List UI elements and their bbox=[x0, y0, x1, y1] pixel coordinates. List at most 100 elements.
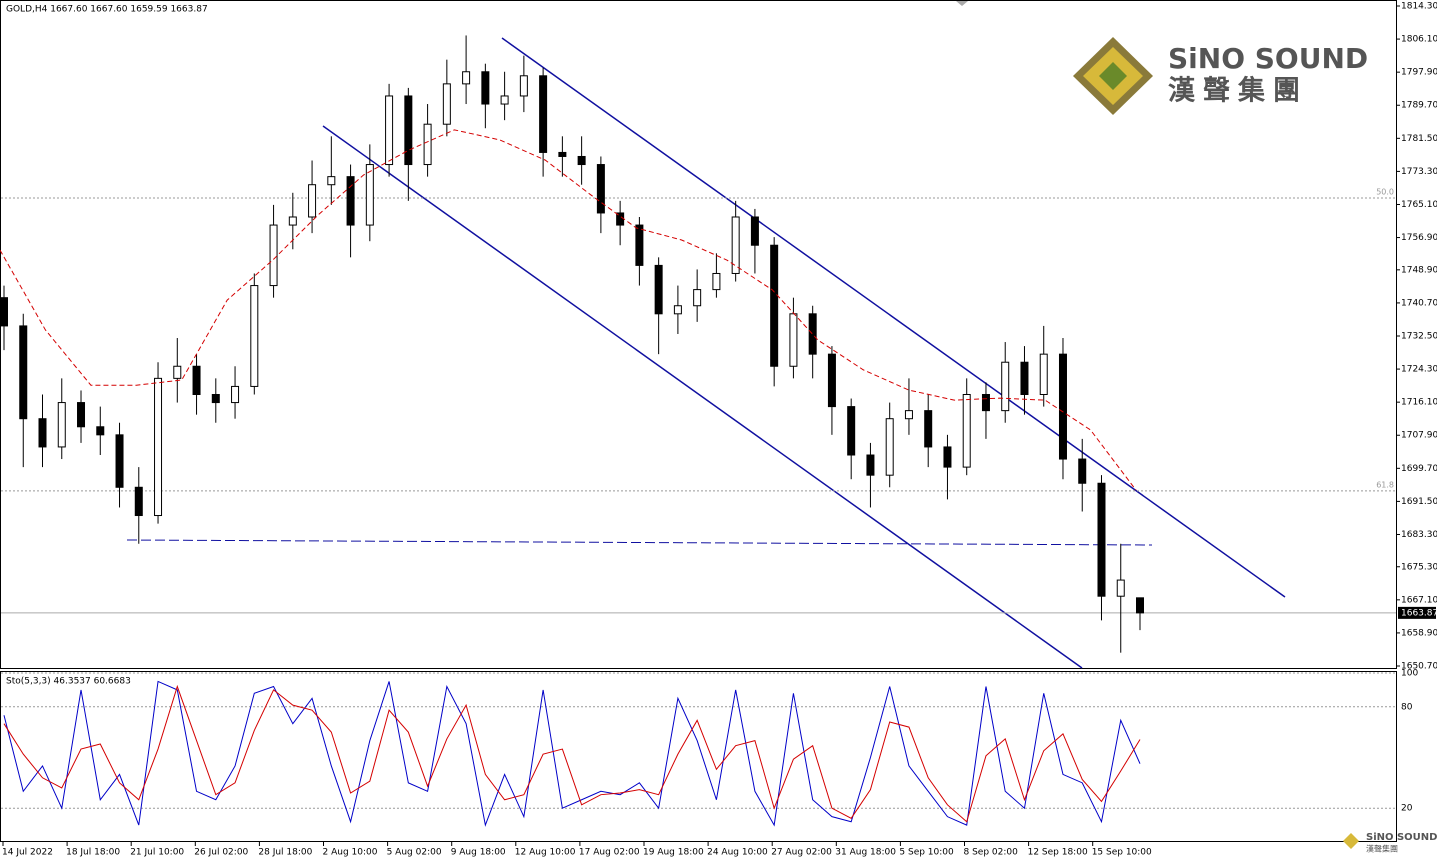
small-logo: SiNO SOUND 漢聲集團 bbox=[1343, 832, 1437, 854]
trend-lines bbox=[126, 37, 1286, 669]
stochastic-line bbox=[3, 684, 1141, 823]
candle-body bbox=[635, 224, 644, 266]
candle-body bbox=[712, 272, 721, 291]
candle-body bbox=[19, 325, 28, 420]
y-tick-label: 1781.50 bbox=[1401, 134, 1437, 144]
candle-body bbox=[827, 353, 836, 408]
candle-body bbox=[770, 244, 779, 367]
last-price-label: 1663.87 bbox=[1401, 608, 1437, 618]
y-tick-label: 1773.30 bbox=[1401, 167, 1437, 177]
moving-average bbox=[0, 129, 1137, 491]
candle-body bbox=[904, 410, 913, 420]
symbol-header: GOLD,H4 1667.60 1667.60 1659.59 1663.87 bbox=[6, 5, 208, 15]
candle-body bbox=[731, 216, 740, 274]
y-tick-label: 1716.10 bbox=[1401, 398, 1437, 408]
x-tick-label: 21 Jul 10:00 bbox=[130, 848, 184, 858]
x-tick-label: 15 Sep 10:00 bbox=[1092, 848, 1152, 858]
small-logo-name: SiNO SOUND bbox=[1366, 832, 1437, 843]
x-tick-label: 2 Aug 10:00 bbox=[323, 848, 378, 858]
candle-body bbox=[0, 297, 8, 327]
stochastic-panel bbox=[0, 671, 1397, 842]
candle-body bbox=[365, 164, 374, 226]
candle-body bbox=[192, 365, 201, 395]
x-tick-label: 26 Jul 02:00 bbox=[194, 848, 248, 858]
candle-body bbox=[539, 75, 548, 153]
candle-body bbox=[38, 418, 47, 448]
candle-body bbox=[134, 486, 143, 517]
candle-body bbox=[654, 264, 663, 315]
price-panel bbox=[0, 0, 1397, 669]
candle-body bbox=[385, 95, 394, 166]
candle-body bbox=[1078, 458, 1087, 484]
candle-body bbox=[211, 393, 220, 404]
candle-body bbox=[962, 393, 971, 468]
logo-diamond-core bbox=[1099, 62, 1127, 90]
y-tick-label: 1691.50 bbox=[1401, 497, 1437, 507]
last-price-box bbox=[1398, 606, 1436, 619]
x-tick-label: 9 Aug 18:00 bbox=[451, 848, 506, 858]
candle-body bbox=[96, 426, 105, 436]
small-logo-chinese: 漢聲集團 bbox=[1366, 844, 1398, 854]
y-tick-label: 1724.30 bbox=[1401, 365, 1437, 375]
candle-body bbox=[250, 285, 259, 387]
candle-body bbox=[462, 71, 471, 85]
x-tick-label: 12 Sep 18:00 bbox=[1028, 848, 1088, 858]
candle-body bbox=[442, 83, 451, 125]
y-tick-label: 20 bbox=[1401, 804, 1413, 814]
y-tick-label: 1814.30 bbox=[1401, 2, 1437, 12]
y-tick-label: 1667.10 bbox=[1401, 595, 1437, 605]
y-tick-label: 1650.70 bbox=[1401, 662, 1437, 672]
x-tick-label: 17 Aug 02:00 bbox=[579, 848, 640, 858]
channel-upper bbox=[501, 37, 1286, 598]
candle-body bbox=[1039, 353, 1048, 395]
candle-body bbox=[327, 176, 336, 186]
y-tick-label: 1683.30 bbox=[1401, 530, 1437, 540]
small-logo-diamond bbox=[1343, 833, 1359, 849]
y-tick-label: 1765.10 bbox=[1401, 200, 1437, 210]
candle-body bbox=[115, 434, 124, 488]
candle-body bbox=[57, 402, 66, 448]
support-line bbox=[126, 539, 1153, 546]
candle-body bbox=[943, 446, 952, 468]
candle-body bbox=[924, 410, 933, 448]
candle-body bbox=[154, 377, 163, 517]
candle-body bbox=[288, 216, 297, 226]
candle-body bbox=[885, 418, 894, 476]
candle-body bbox=[500, 95, 509, 105]
x-tick-label: 27 Aug 02:00 bbox=[771, 848, 832, 858]
candle-body bbox=[808, 313, 817, 355]
candle-body bbox=[1136, 597, 1144, 614]
x-tick-label: 24 Aug 10:00 bbox=[707, 848, 768, 858]
candle-body bbox=[981, 393, 990, 412]
y-tick-label: 1740.70 bbox=[1401, 298, 1437, 308]
x-tick-label: 31 Aug 18:00 bbox=[835, 848, 896, 858]
y-tick-label: 1748.90 bbox=[1401, 265, 1437, 275]
fib-label: 50.0 bbox=[1376, 188, 1394, 197]
candle-body bbox=[673, 305, 682, 315]
logo-chinese: 漢聲集團 bbox=[1168, 75, 1308, 107]
x-tick-label: 18 Jul 18:00 bbox=[66, 848, 120, 858]
candle-body bbox=[173, 365, 182, 379]
candle-body bbox=[1020, 361, 1029, 395]
y-tick-label: 1806.10 bbox=[1401, 35, 1437, 45]
candle-body bbox=[1058, 353, 1067, 460]
y-tick-label: 1699.70 bbox=[1401, 464, 1437, 474]
candle-body bbox=[1001, 361, 1010, 412]
fib-label: 61.8 bbox=[1376, 480, 1394, 489]
x-tick-label: 5 Sep 10:00 bbox=[899, 848, 954, 858]
x-tick-label: 19 Aug 18:00 bbox=[643, 848, 704, 858]
x-tick-label: 12 Aug 10:00 bbox=[515, 848, 576, 858]
indicator-header: Sto(5,3,3) 46.3537 60.6683 bbox=[6, 677, 131, 687]
candle-body bbox=[346, 176, 355, 226]
candle-body bbox=[789, 313, 798, 367]
candle-body bbox=[847, 406, 856, 456]
candle-body bbox=[519, 75, 528, 97]
y-tick-label: 80 bbox=[1401, 702, 1413, 712]
candle-body bbox=[577, 155, 586, 166]
y-tick-label: 1658.90 bbox=[1401, 628, 1437, 638]
y-tick-label: 1789.70 bbox=[1401, 101, 1437, 111]
x-tick-label: 28 Jul 18:00 bbox=[258, 848, 312, 858]
channel-lower bbox=[322, 125, 1083, 669]
candle-body bbox=[866, 454, 875, 476]
